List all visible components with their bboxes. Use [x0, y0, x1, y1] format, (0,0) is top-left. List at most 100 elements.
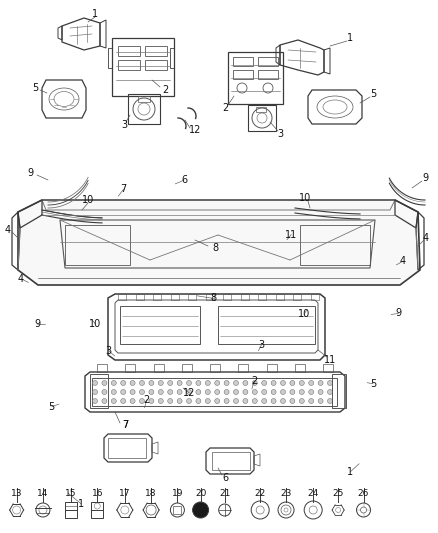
- Text: 10: 10: [89, 319, 102, 329]
- Bar: [256, 107, 266, 112]
- Text: 12: 12: [183, 388, 195, 398]
- Circle shape: [290, 399, 295, 403]
- Text: 9: 9: [27, 168, 33, 178]
- Text: 3: 3: [258, 340, 265, 350]
- Bar: [118, 60, 140, 70]
- Circle shape: [205, 390, 210, 394]
- Text: 3: 3: [121, 120, 127, 130]
- Text: 9: 9: [34, 319, 40, 328]
- Circle shape: [280, 381, 286, 385]
- Text: 10: 10: [299, 193, 311, 203]
- Text: 8: 8: [211, 294, 217, 303]
- Circle shape: [92, 381, 98, 385]
- Text: 16: 16: [92, 489, 103, 497]
- Circle shape: [271, 399, 276, 403]
- Circle shape: [158, 390, 163, 394]
- Bar: [128, 94, 160, 124]
- Text: 25: 25: [332, 489, 344, 497]
- Bar: [228, 52, 283, 104]
- Circle shape: [243, 390, 248, 394]
- Text: 1: 1: [78, 499, 84, 508]
- Bar: [145, 46, 167, 56]
- Text: 18: 18: [145, 489, 157, 497]
- Text: 10: 10: [298, 310, 310, 319]
- Text: 5: 5: [370, 379, 376, 389]
- Circle shape: [318, 390, 323, 394]
- Circle shape: [130, 390, 135, 394]
- Circle shape: [252, 399, 257, 403]
- Circle shape: [139, 381, 145, 385]
- Circle shape: [243, 399, 248, 403]
- Circle shape: [158, 399, 163, 403]
- Circle shape: [149, 399, 154, 403]
- Circle shape: [139, 390, 145, 394]
- Text: 7: 7: [120, 184, 127, 194]
- Circle shape: [243, 381, 248, 385]
- Text: 1: 1: [347, 467, 353, 477]
- Text: 19: 19: [172, 489, 183, 497]
- Circle shape: [149, 381, 154, 385]
- Text: 21: 21: [219, 489, 230, 497]
- Text: 20: 20: [195, 489, 206, 497]
- Text: 6: 6: [222, 473, 228, 483]
- Text: 5: 5: [49, 402, 55, 411]
- Circle shape: [290, 390, 295, 394]
- Bar: [118, 46, 140, 56]
- Text: 5: 5: [370, 89, 376, 99]
- Circle shape: [328, 390, 332, 394]
- Text: 12: 12: [189, 125, 201, 135]
- Circle shape: [149, 390, 154, 394]
- Circle shape: [252, 381, 257, 385]
- Text: 9: 9: [422, 173, 428, 183]
- Circle shape: [261, 399, 267, 403]
- Circle shape: [215, 399, 220, 403]
- Bar: [212, 452, 250, 470]
- Circle shape: [299, 390, 304, 394]
- Circle shape: [177, 390, 182, 394]
- Circle shape: [196, 390, 201, 394]
- Bar: [90, 374, 108, 408]
- Circle shape: [280, 390, 286, 394]
- Polygon shape: [18, 200, 420, 285]
- Circle shape: [102, 390, 107, 394]
- Circle shape: [328, 381, 332, 385]
- Circle shape: [130, 381, 135, 385]
- Text: 14: 14: [37, 489, 49, 497]
- Bar: [233, 70, 253, 79]
- Text: 17: 17: [119, 489, 131, 497]
- Text: 4: 4: [18, 274, 24, 284]
- Circle shape: [252, 390, 257, 394]
- Circle shape: [130, 399, 135, 403]
- Circle shape: [196, 381, 201, 385]
- Circle shape: [187, 399, 191, 403]
- Text: 2: 2: [251, 376, 257, 386]
- Circle shape: [121, 381, 126, 385]
- Circle shape: [168, 399, 173, 403]
- Circle shape: [328, 399, 332, 403]
- Text: 4: 4: [400, 256, 406, 266]
- Text: 13: 13: [11, 489, 22, 497]
- Circle shape: [168, 381, 173, 385]
- Text: 7: 7: [122, 420, 128, 430]
- Text: 4: 4: [5, 225, 11, 235]
- Circle shape: [290, 381, 295, 385]
- Text: 3: 3: [106, 346, 112, 356]
- Circle shape: [196, 399, 201, 403]
- Text: 24: 24: [307, 489, 319, 497]
- Text: 11: 11: [324, 355, 336, 365]
- Text: 5: 5: [32, 83, 38, 93]
- Text: 26: 26: [358, 489, 369, 497]
- Circle shape: [121, 390, 126, 394]
- Circle shape: [193, 502, 208, 518]
- Circle shape: [102, 399, 107, 403]
- Circle shape: [224, 381, 229, 385]
- Text: 7: 7: [122, 420, 128, 430]
- Bar: [258, 70, 278, 79]
- Bar: [92, 378, 337, 406]
- Circle shape: [187, 381, 191, 385]
- Bar: [233, 57, 253, 66]
- Circle shape: [261, 381, 267, 385]
- Bar: [145, 60, 167, 70]
- Circle shape: [92, 399, 98, 403]
- Text: 15: 15: [65, 489, 77, 497]
